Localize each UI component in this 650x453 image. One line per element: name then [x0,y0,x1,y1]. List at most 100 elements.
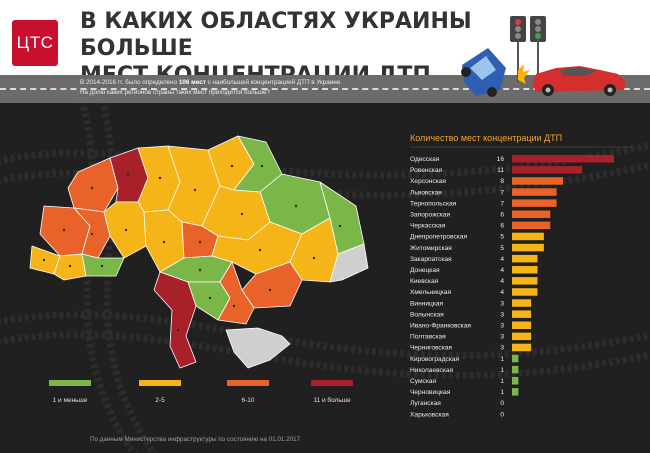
overturned-car-icon [461,48,506,97]
chart-title: Количество мест концентрации ДТП [410,133,562,143]
bar-value-label: 4 [500,256,504,263]
bar-row: Полтавская 3 [410,332,532,341]
bar-value-label: 3 [500,334,504,341]
bar-category-label: Черниговская [410,345,452,352]
region-volyn [67,157,119,213]
bar [512,243,544,252]
bar [512,177,563,185]
bar-category-label: Кировоградская [410,356,460,363]
bar-value-label: 5 [500,234,504,241]
bar-value-label: 0 [500,411,504,418]
bar [512,232,544,241]
bar [512,343,532,352]
bar-row: Херсонская 8 [410,177,563,185]
bars-group: Одесская 16 Ровенская 11 Херсонская 8 Львовска… [410,155,614,418]
bar-row: Закарпатская 4 [410,254,538,263]
bar-row: Ивано-Франковская 3 [410,321,532,330]
bar [512,299,532,307]
bar [512,155,614,163]
legend-item: 2-5 [130,380,190,404]
bar-row: Сумская 1 [410,377,519,385]
bar [512,332,532,341]
bar-category-label: Сумская [410,378,437,385]
bar-category-label: Волынская [410,311,444,318]
bar-category-label: Черновицкая [410,389,451,396]
legend-label: 1 и меньше [52,397,88,404]
bar-category-label: Закарпатская [410,256,452,263]
bar-category-label: Николаевская [410,367,454,374]
legend-swatch [49,380,91,386]
title-line-1: В КАКИХ ОБЛАСТЯХ УКРАИНЫ БОЛЬШЕ [80,9,472,61]
road-dashes [0,88,650,90]
bar-row: Волынская 3 [410,310,532,318]
bar [512,377,519,385]
bar-row: Луганская 0 [410,399,513,407]
legend-swatch [227,380,269,386]
bar-value-label: 6 [500,223,504,230]
legend-item: 11 и больше [302,380,362,404]
intro-text: В 2014-2016 гг. было определено 106 мест… [80,75,460,106]
bar-value-label: 7 [500,189,504,196]
bar-category-label: Донецкая [410,267,440,274]
legend-item: 1 и меньше [40,380,100,404]
legend-label: 11 и больше [313,397,351,404]
bar [512,365,519,374]
crash-flash-icon [518,64,530,84]
bar-row: Житомирская 5 [410,243,544,252]
logo: ЦТС [12,20,58,66]
bar-row: Николаевская 1 [410,365,519,374]
ukraine-map [29,135,369,369]
bar-category-label: Львовская [410,189,442,196]
bar-category-label: Запорожская [410,212,451,219]
bar-row: Харьковская 0 [410,410,513,418]
bar [512,166,583,174]
bar-row: Киевская 4 [410,277,538,285]
bar-category-label: Черкасская [410,223,446,230]
bar-value-label: 3 [500,300,504,307]
bar-value-label: 1 [500,378,504,385]
bar-value-label: 11 [497,167,504,174]
bar-category-label: Тернопольская [410,200,457,207]
bar-category-label: Харьковская [410,411,449,418]
bar-category-label: Житомирская [410,245,452,252]
bar-category-label: Луганская [410,400,441,407]
bar-row: Львовская 7 [410,188,557,196]
bar-row: Хмельницкая 4 [410,288,538,296]
bar-value-label: 4 [500,278,504,285]
bar-value-label: 7 [500,200,504,207]
region-centers [42,164,342,332]
region-chernivtsi [81,253,125,277]
bar [512,266,538,274]
bar [512,354,519,363]
bar-value-label: 3 [500,311,504,318]
bar-category-label: Днепропетровская [410,234,467,241]
bar-value-label: 1 [500,356,504,363]
bar-value-label: 4 [500,289,504,296]
bar-category-label: Ивано-Франковская [410,323,471,330]
bar [512,254,538,263]
bar-row: Донецкая 4 [410,266,538,274]
bar-row: Черниговская 3 [410,343,532,352]
bar-row: Черновицкая 1 [410,388,519,396]
bar-value-label: 1 [500,389,504,396]
bar-value-label: 3 [500,323,504,330]
bar-value-label: 4 [500,267,504,274]
bar-value-label: 1 [500,367,504,374]
bar-value-label: 0 [500,400,504,407]
bar-row: Ровенская 11 [410,166,583,174]
bar-row: Одесская 16 [410,155,614,163]
intro-line2: На долю каких регионов страны таких мест… [80,89,270,96]
source-note: По данным Министерства инфраструктуры по… [90,436,301,443]
bar-row: Черкасская 6 [410,221,551,230]
bar [512,288,538,296]
bar-row: Запорожская 6 [410,210,551,219]
bar-category-label: Херсонская [410,178,446,185]
bar-value-label: 16 [497,156,505,163]
legend-label: 2-5 [155,397,165,404]
accident-illustration [461,16,626,97]
traffic-light-icon [510,16,546,82]
bar-value-label: 6 [500,212,504,219]
bar-value-label: 5 [500,245,504,252]
bar [512,199,557,207]
bar [512,310,532,318]
